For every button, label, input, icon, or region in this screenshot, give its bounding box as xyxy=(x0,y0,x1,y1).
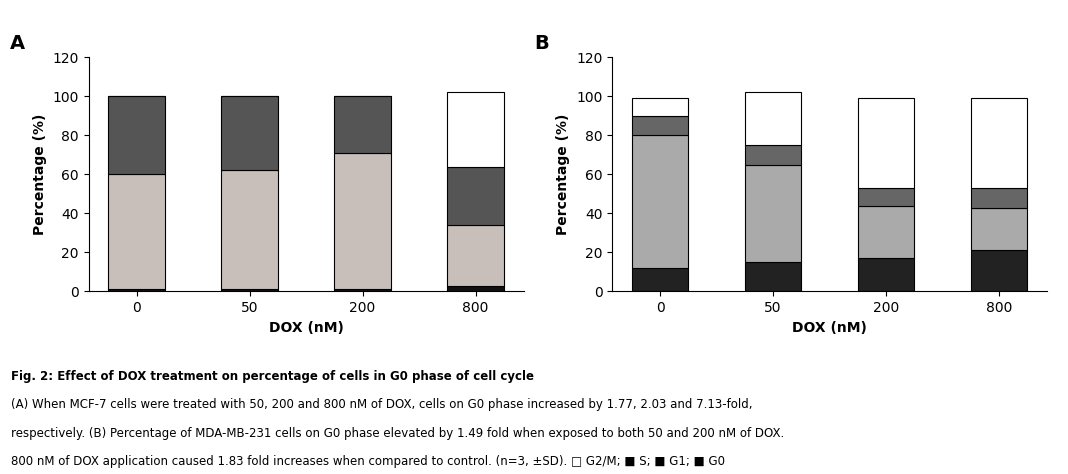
Bar xyxy=(632,268,689,292)
Text: Fig. 2: Effect of DOX treatment on percentage of cells in G0 phase of cell cycle: Fig. 2: Effect of DOX treatment on perce… xyxy=(11,370,534,383)
Bar xyxy=(221,171,278,290)
Text: A: A xyxy=(11,34,26,53)
Bar xyxy=(447,92,504,166)
Bar xyxy=(632,136,689,268)
Bar xyxy=(108,290,164,292)
Bar xyxy=(744,145,801,164)
Bar xyxy=(858,188,914,206)
Bar xyxy=(632,98,689,116)
Bar xyxy=(334,96,391,153)
Bar xyxy=(447,166,504,225)
X-axis label: DOX (nM): DOX (nM) xyxy=(792,321,867,335)
Bar xyxy=(744,164,801,262)
Bar xyxy=(971,98,1027,188)
Text: B: B xyxy=(534,34,549,53)
Text: (A) When MCF-7 cells were treated with 50, 200 and 800 nM of DOX, cells on G0 ph: (A) When MCF-7 cells were treated with 5… xyxy=(11,398,752,411)
Bar xyxy=(971,250,1027,292)
Bar xyxy=(221,290,278,292)
Bar xyxy=(108,96,164,174)
Y-axis label: Percentage (%): Percentage (%) xyxy=(33,114,47,235)
X-axis label: DOX (nM): DOX (nM) xyxy=(269,321,344,335)
Text: respectively. (B) Percentage of MDA-MB-231 cells on G0 phase elevated by 1.49 fo: respectively. (B) Percentage of MDA-MB-2… xyxy=(11,427,784,439)
Y-axis label: Percentage (%): Percentage (%) xyxy=(556,114,570,235)
Text: 800 nM of DOX application caused 1.83 fold increases when compared to control. (: 800 nM of DOX application caused 1.83 fo… xyxy=(11,455,725,468)
Bar xyxy=(334,290,391,292)
Bar xyxy=(858,206,914,258)
Bar xyxy=(858,98,914,188)
Bar xyxy=(108,174,164,290)
Bar xyxy=(744,262,801,292)
Bar xyxy=(858,258,914,292)
Bar xyxy=(971,188,1027,208)
Bar xyxy=(447,285,504,292)
Bar xyxy=(632,116,689,136)
Bar xyxy=(971,208,1027,250)
Bar xyxy=(221,96,278,171)
Bar xyxy=(447,225,504,285)
Bar xyxy=(744,92,801,145)
Bar xyxy=(334,153,391,290)
